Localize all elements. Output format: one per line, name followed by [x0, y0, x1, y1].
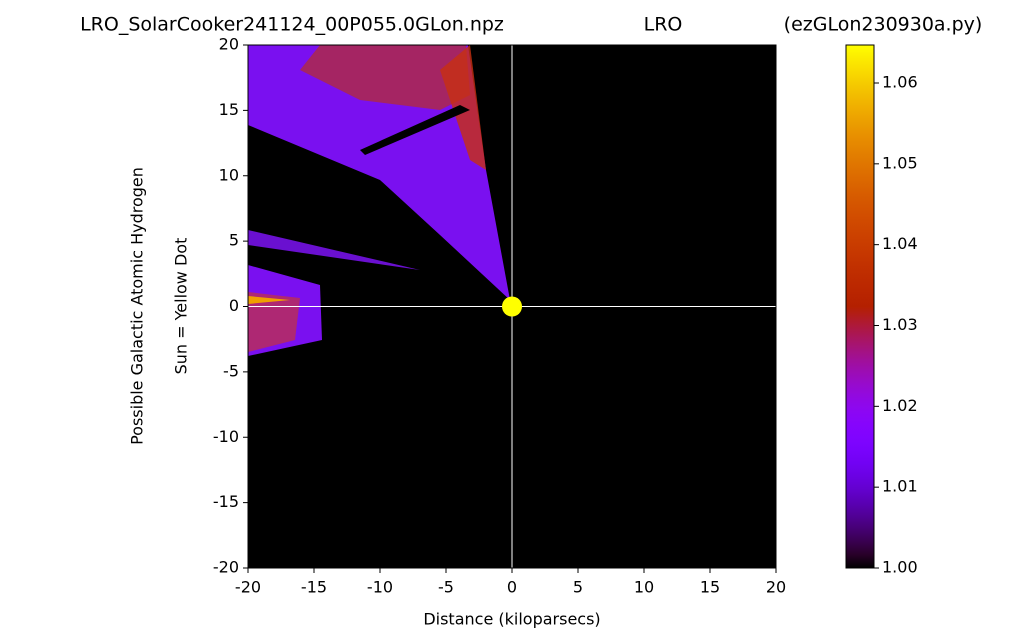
annotation: (ezGLon230930a.py): [784, 14, 983, 36]
colorbar-tick-label: 1.05: [882, 153, 918, 172]
chart-subtitle: LRO: [644, 14, 683, 36]
y-tick-label: 5: [229, 231, 239, 250]
x-axis-label: Distance (kiloparsecs): [423, 610, 600, 629]
sun-marker: [502, 296, 522, 317]
x-tick-label: -20: [235, 578, 261, 597]
colorbar-tick-label: 1.04: [882, 234, 918, 253]
y-tick-label: 20: [219, 35, 239, 54]
y-axis-label: Possible Galactic Atomic Hydrogen: [128, 167, 147, 445]
map-region: [248, 45, 510, 300]
x-tick-label: 20: [766, 578, 786, 597]
colorbar-tick-label: 1.02: [882, 396, 918, 415]
x-tick-label: -10: [367, 578, 393, 597]
colorbar-tick-label: 1.00: [882, 558, 918, 577]
x-tick-label: 15: [700, 578, 720, 597]
map-region: [248, 296, 290, 304]
map-gap: [248, 130, 420, 235]
colorbar: [845, 44, 875, 569]
y-tick-label: 0: [229, 296, 239, 315]
x-tick-label: 5: [573, 578, 583, 597]
y-tick-label: 15: [219, 100, 239, 119]
x-tick-label: 10: [634, 578, 654, 597]
map-region: [300, 45, 470, 110]
y-tick-label: 10: [219, 165, 239, 184]
y-tick-label: -10: [213, 427, 239, 446]
y-axis-label: Sun = Yellow Dot: [172, 238, 191, 375]
colorbar-tick-label: 1.01: [882, 477, 918, 496]
map-gap: [360, 105, 470, 155]
x-tick-label: -5: [438, 578, 454, 597]
y-tick-label: -20: [213, 558, 239, 577]
map-gap: [248, 160, 410, 230]
y-tick-label: -15: [213, 492, 239, 511]
chart-title: LRO_SolarCooker241124_00P055.0GLon.npz: [80, 14, 504, 36]
colorbar-tick-label: 1.03: [882, 315, 918, 334]
x-tick-label: -15: [301, 578, 327, 597]
colorbar-tick-label: 1.06: [882, 72, 918, 91]
map-region: [248, 230, 420, 270]
hydrogen-map: [248, 45, 510, 356]
x-tick-label: 0: [507, 578, 517, 597]
y-tick-label: -5: [223, 361, 239, 380]
